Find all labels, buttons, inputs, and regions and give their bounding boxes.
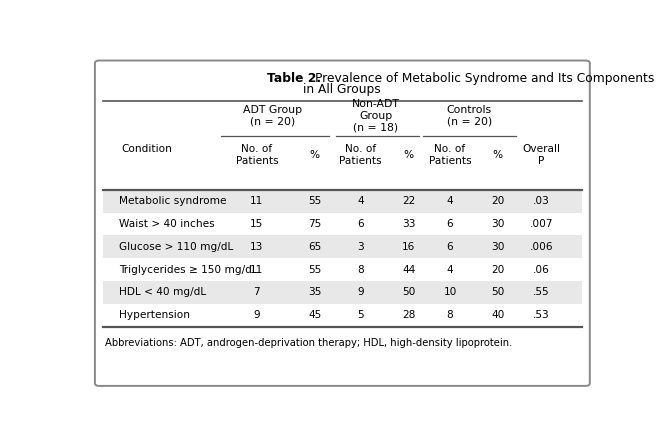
Text: 40: 40: [491, 310, 504, 320]
Text: 6: 6: [357, 219, 364, 229]
Text: 7: 7: [254, 287, 261, 297]
Text: Waist > 40 inches: Waist > 40 inches: [119, 219, 214, 229]
Text: .53: .53: [533, 310, 550, 320]
Text: 75: 75: [309, 219, 321, 229]
Text: 11: 11: [250, 265, 264, 274]
Text: 8: 8: [447, 310, 454, 320]
Text: 5: 5: [357, 310, 364, 320]
Text: Prevalence of Metabolic Syndrome and Its Components: Prevalence of Metabolic Syndrome and Its…: [315, 72, 655, 85]
Text: 4: 4: [447, 196, 454, 206]
Text: 30: 30: [491, 242, 504, 252]
Text: 28: 28: [402, 310, 415, 320]
Text: HDL < 40 mg/dL: HDL < 40 mg/dL: [119, 287, 206, 297]
Text: .006: .006: [530, 242, 553, 252]
Text: 16: 16: [402, 242, 415, 252]
Text: 3: 3: [357, 242, 364, 252]
Text: Triglycerides ≥ 150 mg/dL: Triglycerides ≥ 150 mg/dL: [119, 265, 257, 274]
Text: ADT Group
(n = 20): ADT Group (n = 20): [243, 105, 302, 127]
Text: 9: 9: [254, 310, 261, 320]
Text: 13: 13: [250, 242, 264, 252]
Text: 4: 4: [447, 265, 454, 274]
Text: .007: .007: [530, 219, 553, 229]
Text: Non-ADT
Group
(n = 18): Non-ADT Group (n = 18): [352, 99, 400, 133]
Text: 30: 30: [491, 219, 504, 229]
Text: 65: 65: [309, 242, 321, 252]
Text: 44: 44: [402, 265, 415, 274]
Text: 6: 6: [447, 242, 454, 252]
Bar: [103, 281, 582, 304]
FancyBboxPatch shape: [95, 61, 590, 386]
Text: 50: 50: [402, 287, 415, 297]
Text: 8: 8: [357, 265, 364, 274]
Text: 50: 50: [491, 287, 504, 297]
Text: 33: 33: [402, 219, 415, 229]
Text: 20: 20: [491, 196, 504, 206]
Bar: [103, 236, 582, 258]
Text: Controls
(n = 20): Controls (n = 20): [447, 105, 492, 127]
Text: 45: 45: [309, 310, 321, 320]
Text: 15: 15: [250, 219, 264, 229]
Text: Condition: Condition: [122, 144, 172, 154]
Text: %: %: [403, 150, 413, 160]
Text: Overall
P: Overall P: [522, 145, 560, 166]
Text: .03: .03: [533, 196, 550, 206]
Text: Abbreviations: ADT, androgen-deprivation therapy; HDL, high-density lipoprotein.: Abbreviations: ADT, androgen-deprivation…: [106, 338, 512, 348]
Text: 11: 11: [250, 196, 264, 206]
Text: %: %: [310, 150, 320, 160]
Text: 10: 10: [444, 287, 457, 297]
Text: 9: 9: [357, 287, 364, 297]
Text: Metabolic syndrome: Metabolic syndrome: [119, 196, 226, 206]
Text: 55: 55: [309, 265, 321, 274]
Text: Glucose > 110 mg/dL: Glucose > 110 mg/dL: [119, 242, 233, 252]
Text: No. of
Patients: No. of Patients: [236, 145, 279, 166]
Text: in All Groups: in All Groups: [303, 83, 381, 96]
Text: %: %: [492, 150, 503, 160]
Text: No. of
Patients: No. of Patients: [339, 145, 382, 166]
Text: No. of
Patients: No. of Patients: [429, 145, 472, 166]
Text: 6: 6: [447, 219, 454, 229]
Text: Hypertension: Hypertension: [119, 310, 190, 320]
Text: 22: 22: [402, 196, 415, 206]
Bar: [103, 190, 582, 213]
Text: 20: 20: [491, 265, 504, 274]
Text: Table 2.: Table 2.: [267, 72, 321, 85]
Text: 4: 4: [357, 196, 364, 206]
Text: 35: 35: [308, 287, 321, 297]
Text: 55: 55: [309, 196, 321, 206]
Text: .55: .55: [533, 287, 550, 297]
Text: .06: .06: [533, 265, 550, 274]
